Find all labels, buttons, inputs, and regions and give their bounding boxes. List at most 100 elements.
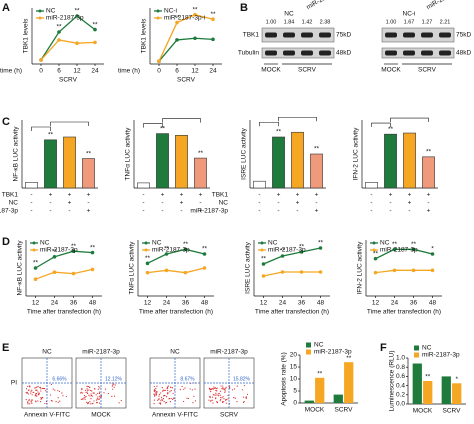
bar	[344, 362, 354, 403]
event	[27, 385, 29, 387]
x-tick-label: 12	[32, 300, 40, 307]
event	[216, 387, 218, 389]
bar	[82, 158, 95, 189]
y-axis-label: TBK1 levels	[141, 18, 148, 53]
ratio: 1.00	[266, 19, 277, 25]
group-label: MOCK	[261, 67, 281, 74]
event	[215, 388, 217, 390]
sign: +	[87, 208, 91, 215]
sign-row-label: NC	[9, 200, 19, 207]
point	[411, 268, 416, 273]
y-tick-label: 10	[290, 376, 298, 383]
event	[158, 395, 160, 397]
y-tick-label: 5	[293, 388, 297, 395]
event	[219, 394, 221, 396]
blot-strip	[381, 47, 455, 59]
event	[37, 400, 39, 402]
event	[118, 402, 120, 404]
lane-label: NC-i	[403, 11, 416, 18]
annotation: **	[202, 246, 208, 253]
event	[57, 397, 59, 399]
annotation: **	[52, 249, 58, 256]
event	[168, 397, 171, 400]
event	[163, 400, 165, 403]
event	[82, 398, 84, 400]
point	[392, 247, 397, 252]
sign: -	[142, 200, 144, 207]
point	[90, 267, 95, 272]
blot-strip	[261, 27, 335, 43]
x-tick-label: 0	[157, 68, 161, 75]
bracket	[259, 121, 279, 127]
event	[154, 390, 156, 392]
legend-marker	[38, 9, 42, 13]
annotation: **	[426, 149, 432, 156]
sign: -	[389, 208, 391, 215]
bar	[304, 400, 314, 403]
legend-marker	[260, 248, 264, 252]
event	[155, 393, 157, 395]
annotation: **	[411, 241, 417, 248]
point	[211, 37, 215, 42]
event	[192, 402, 194, 404]
event	[215, 392, 217, 394]
x-tick-label: 24	[209, 68, 217, 75]
event	[242, 401, 245, 403]
event	[112, 384, 114, 386]
legend-label: miR-2187-3p	[314, 349, 352, 356]
event	[80, 391, 82, 393]
event	[223, 398, 225, 400]
event	[35, 394, 37, 396]
event	[97, 398, 99, 400]
series-line	[263, 247, 321, 265]
series-line	[35, 268, 93, 280]
band	[301, 50, 313, 56]
point	[175, 20, 179, 25]
point	[75, 14, 79, 18]
sign: +	[315, 208, 319, 215]
event	[170, 386, 172, 389]
event	[162, 389, 164, 391]
sign: -	[161, 208, 163, 215]
x-tick-label: 48	[89, 300, 97, 307]
event	[212, 394, 215, 396]
event	[153, 393, 155, 395]
event	[212, 388, 214, 390]
annotation: **	[92, 21, 98, 28]
y-axis-label: Apoptosis rate (%)	[281, 352, 288, 405]
event	[156, 385, 158, 387]
sign: -	[87, 200, 89, 207]
event	[153, 390, 156, 393]
size-label: 48kD	[336, 50, 351, 57]
band	[319, 32, 331, 38]
event	[25, 391, 27, 394]
event	[225, 399, 227, 402]
sign: -	[142, 208, 144, 215]
event	[236, 401, 238, 403]
bar	[137, 182, 150, 189]
plot-title: NC	[170, 349, 180, 356]
annotation: **	[192, 6, 198, 13]
legend-marker	[38, 16, 42, 20]
event	[113, 395, 116, 397]
sign: -	[277, 208, 279, 215]
bracket	[371, 122, 391, 128]
legend-label: NC	[152, 240, 162, 247]
event	[162, 390, 164, 392]
legend-marker	[372, 241, 376, 245]
x-axis-label: Time after transfection (h)	[255, 309, 329, 316]
bar	[310, 153, 323, 189]
y-axis-label: ISRE LUC activity	[241, 127, 248, 179]
event	[209, 388, 212, 390]
legend-label: miR-2187-3p	[380, 247, 418, 254]
sign: -	[258, 208, 260, 215]
point	[164, 268, 169, 273]
bar	[422, 156, 435, 189]
annotation: **	[164, 246, 170, 253]
legend-swatch	[414, 345, 419, 351]
bar	[315, 377, 325, 403]
sign: +	[277, 192, 281, 199]
event	[51, 400, 53, 402]
event	[242, 396, 245, 398]
y-axis-label: PI	[11, 380, 17, 387]
